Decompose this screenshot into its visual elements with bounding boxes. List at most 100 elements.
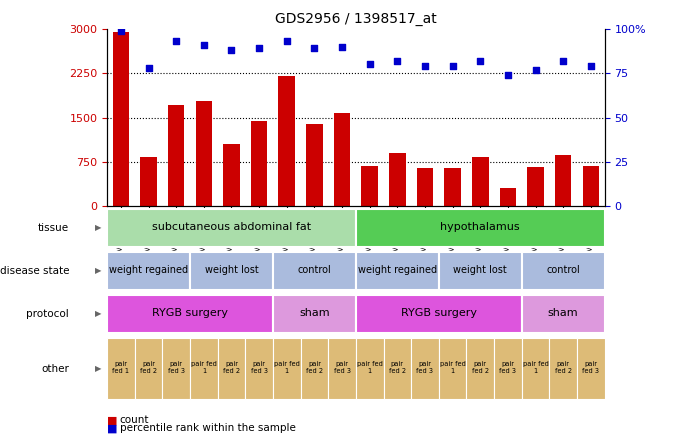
Point bbox=[281, 38, 292, 45]
Bar bbox=[278, 76, 295, 206]
Bar bbox=[190, 252, 273, 290]
Text: protocol: protocol bbox=[26, 309, 69, 319]
Text: tissue: tissue bbox=[38, 223, 69, 233]
Bar bbox=[113, 32, 129, 206]
Text: weight regained: weight regained bbox=[358, 265, 437, 275]
Text: pair
fed 3: pair fed 3 bbox=[417, 361, 433, 374]
Text: pair fed
1: pair fed 1 bbox=[357, 361, 383, 374]
Bar bbox=[444, 168, 461, 206]
Text: pair fed
1: pair fed 1 bbox=[274, 361, 300, 374]
Point bbox=[502, 71, 513, 79]
Bar bbox=[356, 294, 522, 333]
Bar bbox=[384, 338, 411, 399]
Bar bbox=[522, 252, 605, 290]
Text: other: other bbox=[41, 364, 69, 373]
Bar bbox=[466, 338, 494, 399]
Bar bbox=[168, 105, 184, 206]
Bar bbox=[107, 294, 273, 333]
Bar bbox=[273, 252, 356, 290]
Text: pair fed
1: pair fed 1 bbox=[439, 361, 466, 374]
Bar bbox=[301, 338, 328, 399]
Text: pair
fed 2: pair fed 2 bbox=[389, 361, 406, 374]
Text: pair
fed 3: pair fed 3 bbox=[251, 361, 267, 374]
Text: ▶: ▶ bbox=[95, 266, 102, 275]
Text: pair
fed 3: pair fed 3 bbox=[583, 361, 599, 374]
Point bbox=[364, 61, 375, 68]
Text: pair
fed 2: pair fed 2 bbox=[140, 361, 157, 374]
Bar bbox=[500, 187, 516, 206]
Point bbox=[392, 57, 403, 64]
Bar bbox=[251, 121, 267, 206]
Point bbox=[143, 64, 154, 71]
Text: control: control bbox=[547, 265, 580, 275]
Text: count: count bbox=[120, 416, 149, 425]
Point bbox=[115, 27, 126, 34]
Bar bbox=[361, 166, 378, 206]
Text: weight lost: weight lost bbox=[453, 265, 507, 275]
Point bbox=[447, 63, 458, 70]
Bar bbox=[306, 123, 323, 206]
Bar bbox=[356, 252, 439, 290]
Point bbox=[254, 45, 265, 52]
Bar bbox=[356, 209, 605, 247]
Bar bbox=[555, 155, 571, 206]
Bar bbox=[439, 338, 466, 399]
Bar bbox=[245, 338, 273, 399]
Bar bbox=[527, 167, 544, 206]
Bar bbox=[218, 338, 245, 399]
Text: percentile rank within the sample: percentile rank within the sample bbox=[120, 424, 296, 433]
Point bbox=[530, 66, 541, 73]
Text: disease state: disease state bbox=[0, 266, 69, 276]
Bar bbox=[140, 157, 157, 206]
Title: GDS2956 / 1398517_at: GDS2956 / 1398517_at bbox=[275, 12, 437, 27]
Text: RYGB surgery: RYGB surgery bbox=[152, 308, 228, 318]
Text: ▶: ▶ bbox=[95, 223, 102, 233]
Bar bbox=[190, 338, 218, 399]
Point bbox=[585, 63, 596, 70]
Text: pair
fed 3: pair fed 3 bbox=[168, 361, 184, 374]
Text: weight regained: weight regained bbox=[109, 265, 188, 275]
Bar bbox=[389, 153, 406, 206]
Text: pair
fed 2: pair fed 2 bbox=[472, 361, 489, 374]
Point bbox=[198, 41, 209, 48]
Text: pair
fed 2: pair fed 2 bbox=[306, 361, 323, 374]
Point bbox=[419, 63, 430, 70]
Bar bbox=[522, 338, 549, 399]
Text: pair fed
1: pair fed 1 bbox=[191, 361, 217, 374]
Text: pair
fed 2: pair fed 2 bbox=[223, 361, 240, 374]
Bar bbox=[328, 338, 356, 399]
Text: hypothalamus: hypothalamus bbox=[440, 222, 520, 232]
Bar bbox=[196, 101, 212, 206]
Bar bbox=[107, 209, 356, 247]
Text: sham: sham bbox=[548, 308, 578, 318]
Bar bbox=[162, 338, 190, 399]
Point bbox=[475, 57, 486, 64]
Point bbox=[309, 45, 320, 52]
Bar bbox=[411, 338, 439, 399]
Text: ▶: ▶ bbox=[95, 309, 102, 318]
Text: pair fed
1: pair fed 1 bbox=[522, 361, 549, 374]
Text: ■: ■ bbox=[107, 424, 117, 433]
Bar bbox=[472, 157, 489, 206]
Bar bbox=[522, 294, 605, 333]
Bar bbox=[107, 338, 135, 399]
Bar bbox=[273, 338, 301, 399]
Bar bbox=[439, 252, 522, 290]
Bar bbox=[273, 294, 356, 333]
Text: pair
fed 3: pair fed 3 bbox=[500, 361, 516, 374]
Bar bbox=[583, 166, 599, 206]
Bar bbox=[494, 338, 522, 399]
Bar bbox=[135, 338, 162, 399]
Bar bbox=[334, 113, 350, 206]
Text: pair
fed 3: pair fed 3 bbox=[334, 361, 350, 374]
Bar bbox=[549, 338, 577, 399]
Bar bbox=[107, 252, 190, 290]
Point bbox=[558, 57, 569, 64]
Text: RYGB surgery: RYGB surgery bbox=[401, 308, 477, 318]
Point bbox=[226, 47, 237, 54]
Text: pair
fed 1: pair fed 1 bbox=[113, 361, 129, 374]
Text: control: control bbox=[298, 265, 331, 275]
Point bbox=[337, 43, 348, 50]
Bar bbox=[577, 338, 605, 399]
Point bbox=[171, 38, 182, 45]
